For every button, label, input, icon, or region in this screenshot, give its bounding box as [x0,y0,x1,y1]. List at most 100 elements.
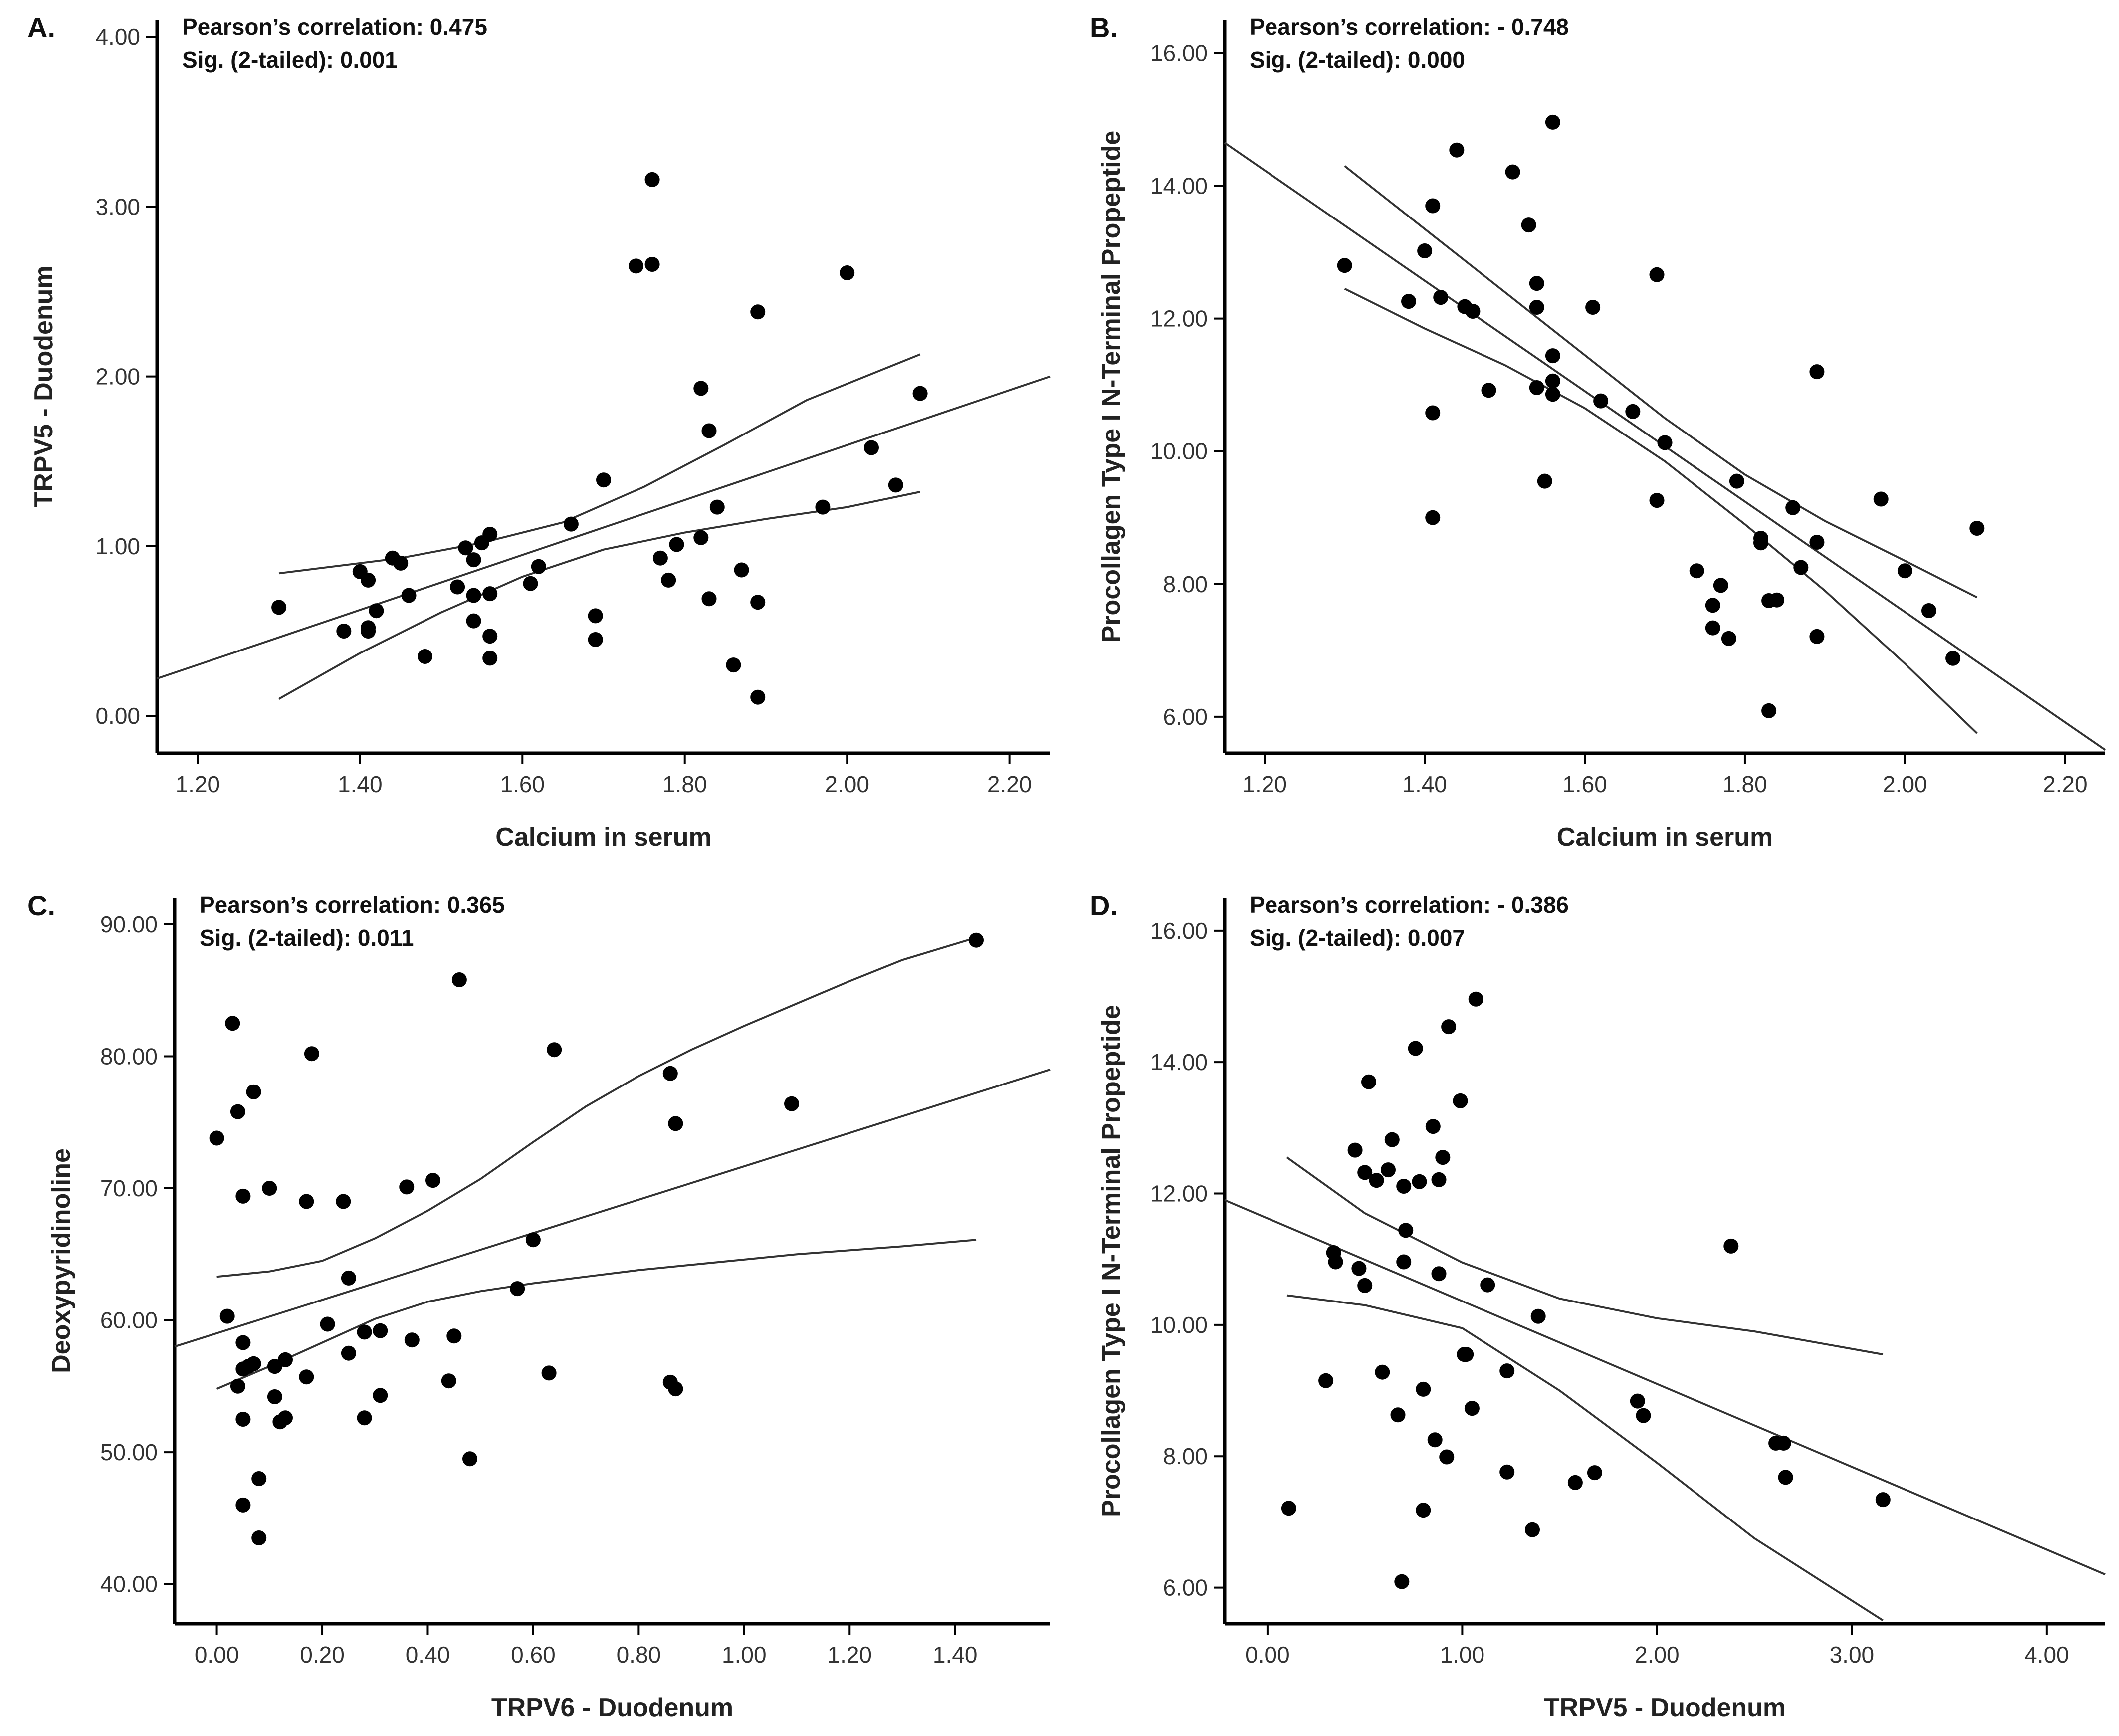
data-point [661,572,676,588]
data-point [668,1381,683,1397]
x-tick-label: 2.20 [987,771,1032,797]
panel-a: A. 0.00 1.00 2.00 3.00 4.00 1.20 1.40 1.60 1.80 2.… [27,12,1051,852]
data-point [1776,1435,1791,1451]
data-point [563,516,579,532]
y-axis-title: Procollagen Type I N-Terminal Propeptide [1097,1005,1126,1517]
data-point [1425,1119,1441,1134]
y-tick-label: 80.00 [100,1043,158,1069]
x-axis-title: TRPV5 - Duodenum [1544,1693,1786,1722]
data-point [271,600,287,615]
data-point [1705,598,1720,613]
data-point [462,1451,477,1467]
data-point [235,1335,251,1350]
data-point [357,1324,372,1340]
x-tick-label: 2.00 [825,771,869,797]
panel-b: B. 6.00 8.00 10.00 12.00 14.00 16.00 1.20 1.40 1.… [1090,12,2106,852]
data-point [1545,348,1560,364]
panel-label: A. [27,12,55,43]
data-point [219,1308,235,1324]
y-tick-label: 70.00 [100,1175,158,1201]
data-point [299,1194,314,1209]
data-point [629,258,644,274]
data-point [1381,1162,1396,1178]
data-point [393,555,409,571]
data-point [450,579,465,595]
data-point [1521,217,1536,233]
data-point [1630,1393,1645,1409]
data-point [1649,493,1665,508]
data-point [482,586,498,602]
panel-label: B. [1090,12,1118,43]
data-point [750,595,766,610]
significance-text: Sig. (2-tailed): 0.007 [1250,925,1465,951]
y-tick-label: 12.00 [1150,1181,1208,1207]
data-point [262,1181,277,1196]
data-point [662,1066,678,1081]
confidence-band-lower [1286,1294,1884,1622]
data-point [1396,1179,1412,1194]
confidence-band-upper [1344,165,1978,599]
data-point [1369,1173,1384,1188]
data-point [840,265,855,280]
x-tick-label: 1.40 [338,771,383,797]
confidence-band-upper [1286,1156,1884,1356]
data-point [1425,198,1441,214]
data-point [1425,405,1441,421]
data-point [1809,535,1825,550]
y-tick-label: 16.00 [1150,918,1208,944]
x-tick-label: 1.00 [722,1642,767,1668]
data-point [734,562,749,578]
data-point [1593,393,1609,409]
data-point [482,629,498,644]
y-tick-label: 10.00 [1150,1312,1208,1338]
x-tick-label: 2.00 [1883,771,1927,797]
data-point [1357,1165,1373,1180]
data-point [644,257,660,272]
y-axis-title: Procollagen Type I N-Terminal Propeptide [1097,131,1126,643]
confidence-band-lower [1344,288,1978,734]
data-point [1785,500,1801,515]
data-point [1431,1266,1447,1282]
y-tick-label: 40.00 [100,1571,158,1597]
data-point [209,1130,224,1146]
data-point [1449,142,1465,158]
data-point [1713,578,1728,593]
data-point [652,550,668,566]
data-point [1499,1464,1515,1480]
data-point [1427,1432,1443,1448]
data-point [441,1373,456,1389]
data-point [588,608,603,624]
data-point [644,172,660,187]
data-point [1281,1501,1296,1516]
y-tick-label: 10.00 [1150,438,1208,464]
data-point [1464,1401,1480,1416]
x-tick-label: 1.20 [1242,771,1287,797]
data-point [1793,560,1809,575]
y-axis-title: TRPV5 - Duodenum [29,265,58,507]
data-point [482,527,498,542]
data-point [1408,1041,1423,1056]
y-tick-label: 50.00 [100,1439,158,1465]
x-tick-label: 1.60 [500,771,545,797]
y-tick-label: 90.00 [100,911,158,937]
data-point [278,1352,293,1367]
data-point [588,632,603,647]
x-tick-label: 1.20 [827,1642,872,1668]
data-point [1505,164,1520,180]
data-point [446,1328,462,1344]
data-point [1439,1449,1455,1465]
panel-label: C. [27,890,55,921]
data-point [466,588,481,603]
data-point [1328,1254,1343,1270]
x-axis-title: TRPV6 - Duodenum [491,1693,733,1722]
data-point [531,559,546,574]
data-point [1416,1381,1431,1397]
y-axis-title: Deoxypyridinoline [47,1148,76,1373]
data-point [726,657,741,673]
data-point [304,1046,319,1062]
regression-fit-line [1224,1199,2106,1576]
panel-label: D. [1090,890,1118,921]
x-tick-label: 0.00 [1245,1642,1290,1668]
x-tick-label: 0.40 [406,1642,450,1668]
data-point [547,1042,562,1058]
